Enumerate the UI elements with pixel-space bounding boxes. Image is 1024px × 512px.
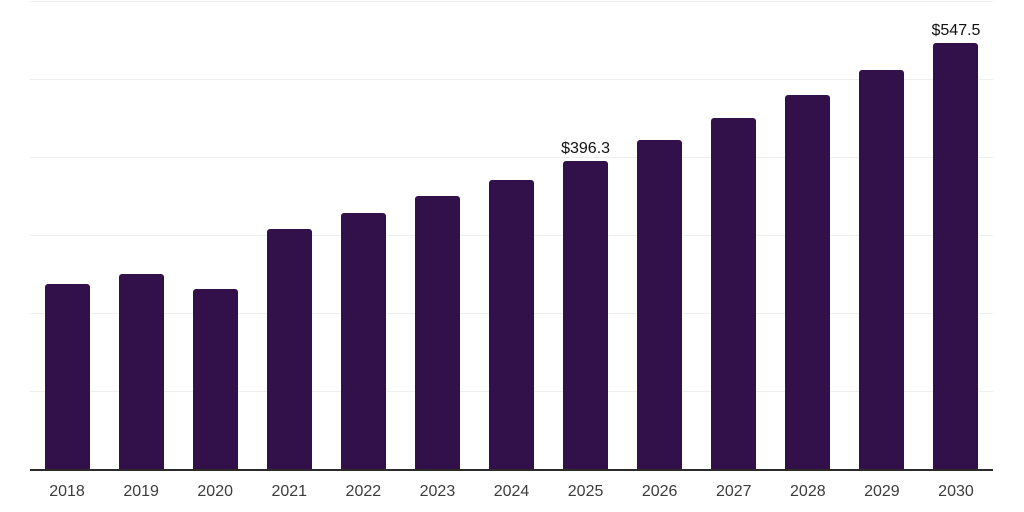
x-tick-label-2028: 2028 <box>790 483 826 500</box>
x-axis-line <box>30 469 993 471</box>
bar-slot-2025: $396.3 <box>549 2 623 470</box>
x-tick-label-2027: 2027 <box>715 483 752 500</box>
gridline-400 <box>30 157 993 159</box>
x-tick-label-2022: 2022 <box>345 483 382 500</box>
bar-slot-2018 <box>30 2 104 470</box>
x-tick-label-2030: 2030 <box>938 483 974 500</box>
bar-slot-2028 <box>771 2 845 470</box>
gridline-600 <box>30 1 993 2</box>
x-axis-labels: 2018 2019 2020 2021 2022 2023 2024 2025 2026 2027… <box>30 481 993 503</box>
data-label-2025: $396.3 <box>561 139 611 157</box>
gridline-500 <box>30 79 993 80</box>
bar-slot-2024 <box>474 2 548 470</box>
x-tick-label-2023: 2023 <box>419 483 456 500</box>
bar-2023 <box>414 195 460 470</box>
bar-slot-2030: $547.5 <box>919 2 993 470</box>
bar-2022 <box>340 212 386 470</box>
bar-2026 <box>637 140 683 470</box>
bar-2021 <box>266 228 312 470</box>
bar-2018 <box>44 283 90 470</box>
bar-2030: $547.5 <box>932 22 980 470</box>
bar-slot-2020 <box>178 2 252 470</box>
x-tick-label-2025: 2025 <box>567 483 604 500</box>
bar-slot-2023 <box>400 2 474 470</box>
bar-2024 <box>489 180 534 470</box>
x-tick-label-2029: 2029 <box>864 483 900 500</box>
x-tick-label-2026: 2026 <box>641 483 678 500</box>
plot-area: $396.3 $547.5 <box>30 1 993 471</box>
bar-2028 <box>785 94 831 470</box>
bar-slot-2027 <box>697 2 771 470</box>
bar-slot-2022 <box>326 2 400 470</box>
x-tick-label-2018: 2018 <box>49 483 85 500</box>
bar-slot-2029 <box>845 2 919 470</box>
bars-container: $396.3 $547.5 <box>30 2 993 470</box>
bar-2025: $396.3 <box>561 140 610 470</box>
x-tick-label-2024: 2024 <box>493 483 530 500</box>
bar-slot-2019 <box>104 2 178 470</box>
bar-2027 <box>711 118 757 470</box>
bar-2020 <box>192 288 238 470</box>
bar-slot-2021 <box>252 2 326 470</box>
bar-2019 <box>118 273 164 470</box>
bar-2029 <box>859 69 905 470</box>
x-tick-label-2020: 2020 <box>197 483 233 500</box>
x-tick-label-2019: 2019 <box>123 483 159 500</box>
data-label-2030: $547.5 <box>931 21 981 39</box>
bar-slot-2026 <box>623 2 697 470</box>
x-tick-label-2021: 2021 <box>271 483 308 500</box>
